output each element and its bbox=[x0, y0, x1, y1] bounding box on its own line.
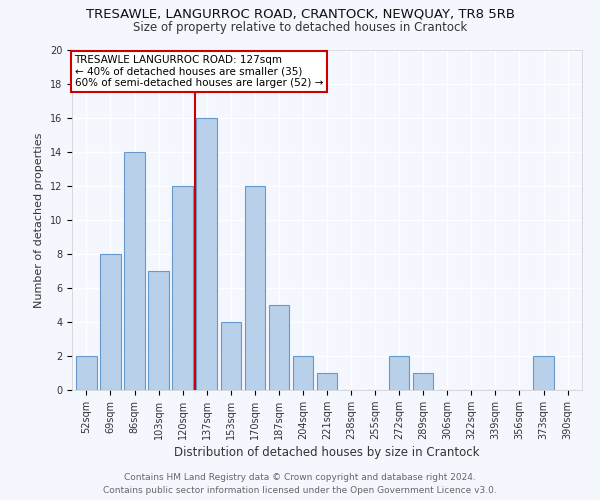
Text: Contains HM Land Registry data © Crown copyright and database right 2024.
Contai: Contains HM Land Registry data © Crown c… bbox=[103, 474, 497, 495]
Bar bbox=[389, 356, 409, 390]
Bar bbox=[100, 254, 121, 390]
Y-axis label: Number of detached properties: Number of detached properties bbox=[34, 132, 44, 308]
Text: TRESAWLE, LANGURROC ROAD, CRANTOCK, NEWQUAY, TR8 5RB: TRESAWLE, LANGURROC ROAD, CRANTOCK, NEWQ… bbox=[86, 8, 515, 20]
Bar bbox=[413, 373, 433, 390]
Text: Size of property relative to detached houses in Crantock: Size of property relative to detached ho… bbox=[133, 21, 467, 34]
Bar bbox=[221, 322, 241, 390]
Bar bbox=[317, 373, 337, 390]
Bar bbox=[269, 305, 289, 390]
Bar bbox=[293, 356, 313, 390]
Bar bbox=[196, 118, 217, 390]
Bar bbox=[245, 186, 265, 390]
Bar bbox=[148, 271, 169, 390]
Bar bbox=[172, 186, 193, 390]
Bar bbox=[533, 356, 554, 390]
Bar bbox=[124, 152, 145, 390]
X-axis label: Distribution of detached houses by size in Crantock: Distribution of detached houses by size … bbox=[174, 446, 480, 459]
Text: TRESAWLE LANGURROC ROAD: 127sqm
← 40% of detached houses are smaller (35)
60% of: TRESAWLE LANGURROC ROAD: 127sqm ← 40% of… bbox=[74, 55, 323, 88]
Bar bbox=[76, 356, 97, 390]
